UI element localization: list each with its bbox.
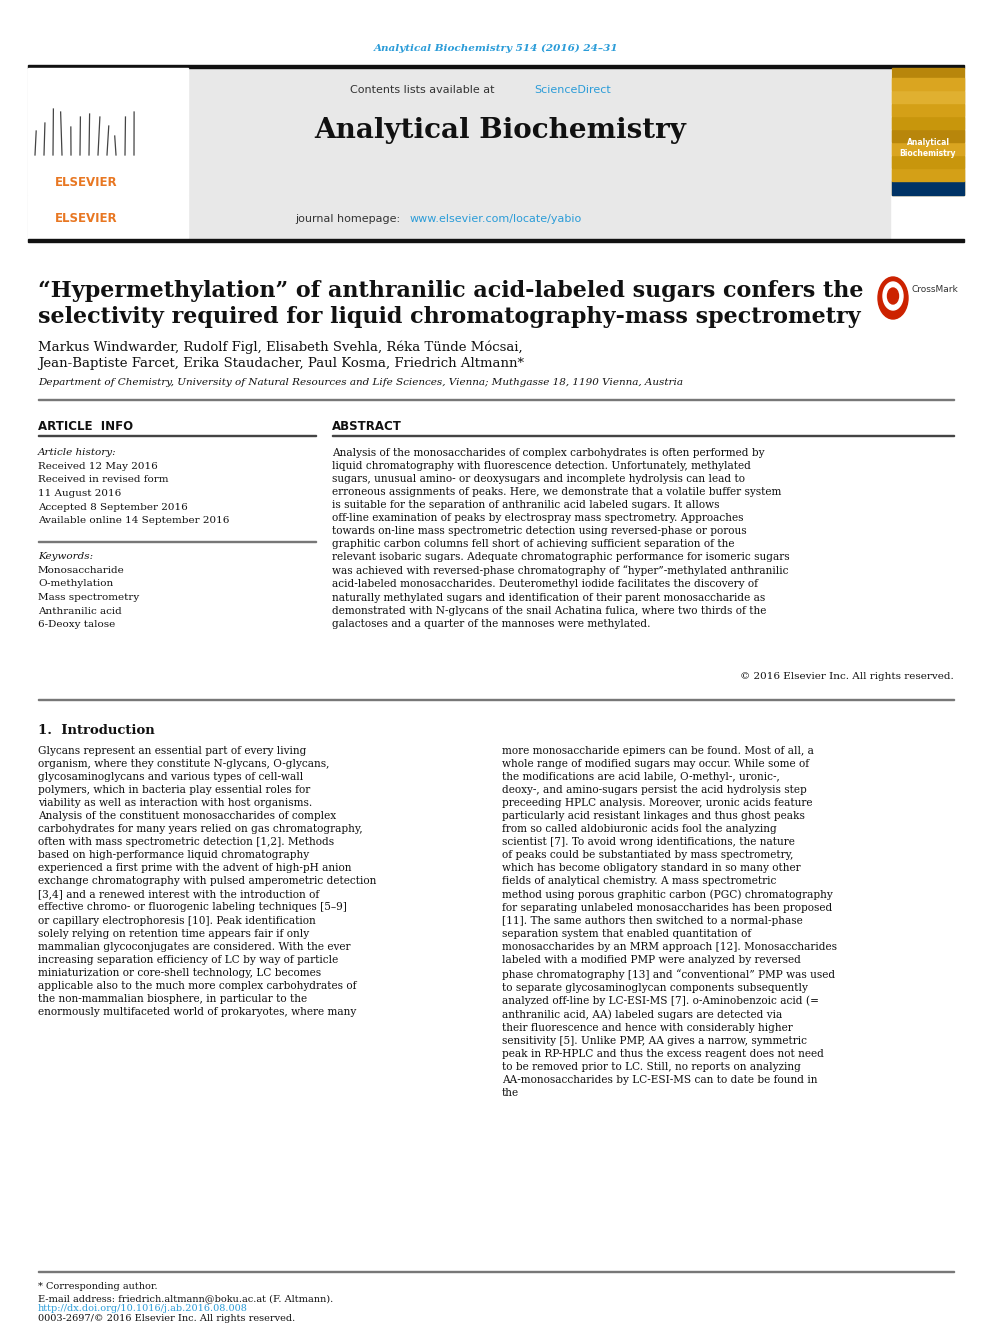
Text: Available online 14 September 2016: Available online 14 September 2016 — [38, 516, 229, 525]
Text: Accepted 8 September 2016: Accepted 8 September 2016 — [38, 503, 187, 512]
Bar — [28, 194, 890, 238]
Text: Glycans represent an essential part of every living
organism, where they constit: Glycans represent an essential part of e… — [38, 746, 376, 1017]
Text: * Corresponding author.: * Corresponding author. — [38, 1282, 158, 1291]
Text: journal homepage:: journal homepage: — [295, 214, 407, 224]
Text: Keywords:: Keywords: — [38, 552, 93, 561]
Bar — [892, 130, 964, 142]
Text: Markus Windwarder, Rudolf Figl, Elisabeth Svehla, Réka Tünde Mócsai,
Jean-Baptis: Markus Windwarder, Rudolf Figl, Elisabet… — [38, 340, 524, 370]
Text: Article history:: Article history: — [38, 448, 117, 456]
Text: O-methylation: O-methylation — [38, 579, 113, 589]
Ellipse shape — [878, 277, 908, 319]
Bar — [892, 181, 964, 194]
Text: 0003-2697/© 2016 Elsevier Inc. All rights reserved.: 0003-2697/© 2016 Elsevier Inc. All right… — [38, 1314, 296, 1323]
Bar — [28, 67, 188, 194]
Text: Department of Chemistry, University of Natural Resources and Life Sciences, Vien: Department of Chemistry, University of N… — [38, 378, 683, 388]
Bar — [28, 194, 188, 238]
Text: Received 12 May 2016: Received 12 May 2016 — [38, 462, 158, 471]
Text: www.elsevier.com/locate/yabio: www.elsevier.com/locate/yabio — [410, 214, 582, 224]
Bar — [892, 156, 964, 168]
Text: ARTICLE  INFO: ARTICLE INFO — [38, 419, 133, 433]
Bar — [892, 105, 964, 116]
Text: Contents lists available at: Contents lists available at — [350, 85, 502, 95]
Text: © 2016 Elsevier Inc. All rights reserved.: © 2016 Elsevier Inc. All rights reserved… — [740, 672, 954, 681]
Bar — [28, 65, 964, 67]
Text: Analysis of the monosaccharides of complex carbohydrates is often performed by
l: Analysis of the monosaccharides of compl… — [332, 448, 790, 628]
Bar — [892, 143, 964, 155]
Text: Monosaccharide: Monosaccharide — [38, 566, 125, 576]
Bar — [28, 238, 964, 242]
Bar — [892, 169, 964, 181]
Text: ABSTRACT: ABSTRACT — [332, 419, 402, 433]
Text: Anthranilic acid: Anthranilic acid — [38, 606, 122, 615]
Text: Analytical
Biochemistry: Analytical Biochemistry — [900, 139, 956, 157]
Text: 6-Deoxy talose: 6-Deoxy talose — [38, 620, 115, 628]
Ellipse shape — [883, 282, 903, 310]
Ellipse shape — [888, 288, 899, 304]
Text: Mass spectrometry: Mass spectrometry — [38, 593, 139, 602]
Bar — [892, 78, 964, 90]
Bar — [892, 67, 964, 194]
Text: Analytical Biochemistry 514 (2016) 24–31: Analytical Biochemistry 514 (2016) 24–31 — [374, 44, 618, 53]
Text: more monosaccharide epimers can be found. Most of all, a
whole range of modified: more monosaccharide epimers can be found… — [502, 746, 837, 1098]
Text: ELSEVIER: ELSEVIER — [55, 213, 118, 225]
Bar — [892, 91, 964, 103]
Text: Received in revised form: Received in revised form — [38, 475, 169, 484]
Text: “Hypermethylation” of anthranilic acid-labeled sugars confers the
selectivity re: “Hypermethylation” of anthranilic acid-l… — [38, 280, 863, 328]
Bar — [892, 116, 964, 130]
Text: E-mail address: friedrich.altmann@boku.ac.at (F. Altmann).: E-mail address: friedrich.altmann@boku.a… — [38, 1294, 333, 1303]
Text: http://dx.doi.org/10.1016/j.ab.2016.08.008: http://dx.doi.org/10.1016/j.ab.2016.08.0… — [38, 1304, 248, 1312]
Text: 1.  Introduction: 1. Introduction — [38, 724, 155, 737]
Text: ScienceDirect: ScienceDirect — [534, 85, 611, 95]
Bar — [28, 67, 890, 194]
Text: Analytical Biochemistry: Analytical Biochemistry — [314, 116, 685, 143]
Text: CrossMark: CrossMark — [911, 286, 957, 295]
Text: ELSEVIER: ELSEVIER — [55, 176, 118, 189]
Text: 11 August 2016: 11 August 2016 — [38, 490, 121, 497]
